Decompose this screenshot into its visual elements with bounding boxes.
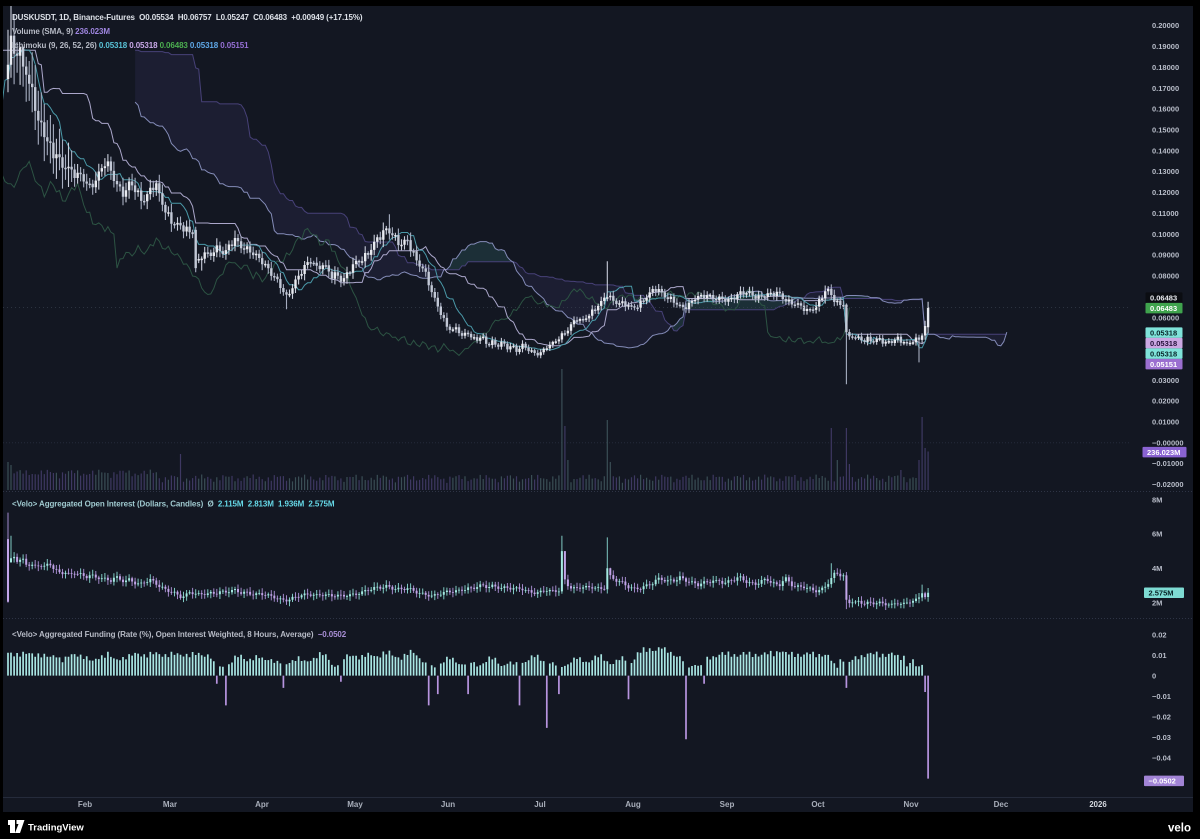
svg-text:236.023M: 236.023M xyxy=(1147,448,1180,457)
svg-text:−0.01000: −0.01000 xyxy=(1152,459,1184,468)
svg-text:0.19000: 0.19000 xyxy=(1152,42,1179,51)
svg-text:May: May xyxy=(347,800,363,809)
svg-text:0.06483: 0.06483 xyxy=(1150,304,1177,313)
svg-text:Sep: Sep xyxy=(720,800,735,809)
svg-text:Jul: Jul xyxy=(534,800,546,809)
svg-text:0.09000: 0.09000 xyxy=(1152,251,1179,260)
svg-text:Jun: Jun xyxy=(441,800,455,809)
svg-text:−0.01: −0.01 xyxy=(1152,692,1171,701)
svg-text:Aug: Aug xyxy=(625,800,641,809)
svg-text:0.08000: 0.08000 xyxy=(1152,272,1179,281)
svg-text:0: 0 xyxy=(1152,671,1156,680)
svg-text:Apr: Apr xyxy=(255,800,269,809)
svg-text:−0.04: −0.04 xyxy=(1152,753,1172,762)
svg-text:0.01000: 0.01000 xyxy=(1152,418,1179,427)
svg-text:Feb: Feb xyxy=(78,800,92,809)
svg-text:−0.00000: −0.00000 xyxy=(1152,438,1184,447)
svg-text:0.15000: 0.15000 xyxy=(1152,126,1179,135)
svg-text:0.05318: 0.05318 xyxy=(1150,349,1177,358)
svg-text:2M: 2M xyxy=(1152,598,1162,607)
svg-text:Dec: Dec xyxy=(994,800,1009,809)
svg-text:Nov: Nov xyxy=(903,800,919,809)
svg-text:0.02000: 0.02000 xyxy=(1152,397,1179,406)
svg-text:0.12000: 0.12000 xyxy=(1152,188,1179,197)
svg-text:0.16000: 0.16000 xyxy=(1152,105,1179,114)
svg-text:2026: 2026 xyxy=(1089,800,1107,809)
svg-text:0.01: 0.01 xyxy=(1152,651,1167,660)
svg-text:0.05151: 0.05151 xyxy=(1150,360,1177,369)
svg-text:0.13000: 0.13000 xyxy=(1152,167,1179,176)
svg-text:2.575M: 2.575M xyxy=(1149,588,1174,597)
svg-text:0.20000: 0.20000 xyxy=(1152,21,1179,30)
svg-text:Ichimoku (9, 26, 52, 26) 0.053: Ichimoku (9, 26, 52, 26) 0.05318 0.05318… xyxy=(12,41,249,50)
svg-text:Oct: Oct xyxy=(811,800,825,809)
svg-text:0.03000: 0.03000 xyxy=(1152,376,1179,385)
svg-text:4M: 4M xyxy=(1152,564,1162,573)
svg-text:−0.02000: −0.02000 xyxy=(1152,480,1184,489)
svg-text:Mar: Mar xyxy=(163,800,177,809)
svg-text:<Velo> Aggregated Funding (Rat: <Velo> Aggregated Funding (Rate (%), Ope… xyxy=(12,630,347,639)
svg-text:0.05318: 0.05318 xyxy=(1150,339,1177,348)
svg-text:0.17000: 0.17000 xyxy=(1152,84,1179,93)
svg-text:6M: 6M xyxy=(1152,530,1162,539)
svg-text:0.18000: 0.18000 xyxy=(1152,63,1179,72)
svg-text:0.06000: 0.06000 xyxy=(1152,313,1179,322)
svg-text:−0.03: −0.03 xyxy=(1152,733,1171,742)
svg-text:8M: 8M xyxy=(1152,495,1162,504)
svg-text:0.11000: 0.11000 xyxy=(1152,209,1179,218)
svg-text:−0.02: −0.02 xyxy=(1152,712,1171,721)
svg-text:−0.0502: −0.0502 xyxy=(1149,777,1176,786)
svg-text:0.14000: 0.14000 xyxy=(1152,146,1179,155)
svg-text:0.10000: 0.10000 xyxy=(1152,230,1179,239)
svg-text:TradingView: TradingView xyxy=(28,823,84,834)
svg-text:DUSKUSDT, 1D, Binance-Futures: DUSKUSDT, 1D, Binance-Futures O0.05534 H… xyxy=(12,13,363,22)
svg-text:<Velo> Aggregated Open Interes: <Velo> Aggregated Open Interest (Dollars… xyxy=(12,500,335,509)
svg-text:0.06483: 0.06483 xyxy=(1150,293,1177,302)
svg-text:0.05318: 0.05318 xyxy=(1150,328,1177,337)
svg-text:velo: velo xyxy=(1168,823,1191,835)
svg-text:Volume (SMA, 9) 236.023M: Volume (SMA, 9) 236.023M xyxy=(12,27,110,36)
svg-text:0.02: 0.02 xyxy=(1152,630,1167,639)
